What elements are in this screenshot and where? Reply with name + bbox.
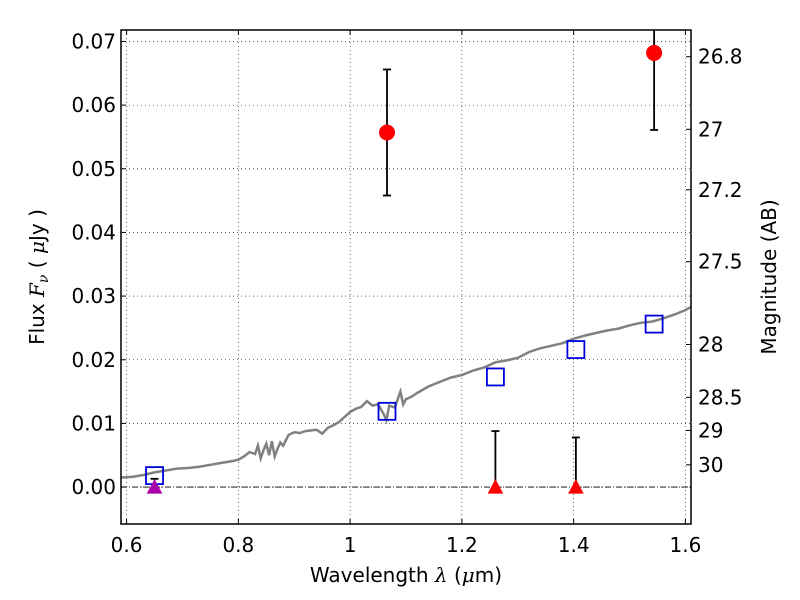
- x-tick-label: 0.8: [222, 533, 254, 557]
- y2-tick-label: 27.2: [698, 178, 743, 202]
- y2-tick-label: 26.8: [698, 45, 743, 69]
- data-point-square: [377, 401, 397, 421]
- y-axis-title-var: F: [25, 282, 49, 298]
- data-point-square: [566, 340, 586, 359]
- grid: [121, 30, 691, 524]
- y-tick-label: 0.03: [71, 284, 116, 308]
- y-tick-label: 0.02: [71, 348, 116, 372]
- y-tick-label: 0.07: [71, 29, 116, 53]
- x-tick-label: 1.6: [670, 533, 702, 557]
- plot-area: [121, 30, 691, 494]
- y-tick-label: 0.04: [71, 220, 116, 244]
- x-axis-title-var: λ: [434, 563, 448, 587]
- x-tick-label: 1: [344, 533, 357, 557]
- y2-tick-label: 27.5: [698, 250, 743, 274]
- x-tick-label: 0.6: [111, 533, 143, 557]
- y-axis-title-mu: μ: [25, 241, 49, 254]
- y-tick-label: 0.05: [71, 157, 116, 181]
- data-point-triangle: [487, 479, 504, 494]
- ticks: 0.6 0.8 1 1.2 1.4 1.6 0.00 0.01 0.02 0.03 0.04 0.05…: [71, 29, 742, 557]
- x-tick-label: 1.2: [446, 533, 478, 557]
- x-axis-title-mu: μ: [462, 563, 475, 587]
- y2-axis-title: Magnitude (AB): [757, 199, 781, 354]
- y2-tick-label: 27: [698, 117, 723, 141]
- data-point-square: [644, 314, 664, 334]
- x-axis-title-post: m): [475, 563, 502, 587]
- y-axis-title-mid: (: [25, 254, 49, 275]
- y-axis-title-sub: ν: [36, 274, 52, 283]
- y2-tick-label: 30: [698, 453, 723, 477]
- y-axis-title-post: Jy ): [25, 209, 49, 243]
- data-point-triangle: [568, 479, 584, 494]
- y2-tick-label: 28: [698, 332, 723, 356]
- x-axis-title-pre: Wavelength: [310, 563, 435, 587]
- model-spectrum-line: [121, 305, 691, 479]
- x-tick-label: 1.4: [558, 533, 590, 557]
- y-tick-label: 0.06: [71, 93, 116, 117]
- x-axis-title-mid: (: [448, 563, 462, 587]
- y-tick-label: 0.01: [71, 411, 116, 435]
- y-tick-label: 0.00: [71, 475, 116, 499]
- y-axis-title: Flux Fν ( μJy ): [25, 209, 52, 345]
- y2-tick-label: 28.5: [698, 385, 743, 409]
- data-point-square: [486, 367, 505, 387]
- data-point-circle: [379, 124, 395, 141]
- data-point-circle: [646, 44, 663, 61]
- y2-tick-label: 29: [698, 418, 723, 442]
- x-axis-title: Wavelength λ (μm): [310, 563, 502, 587]
- y-axis-title-pre: Flux: [25, 297, 49, 345]
- plot-frame: [120, 29, 692, 525]
- data-point-triangle: [146, 479, 163, 494]
